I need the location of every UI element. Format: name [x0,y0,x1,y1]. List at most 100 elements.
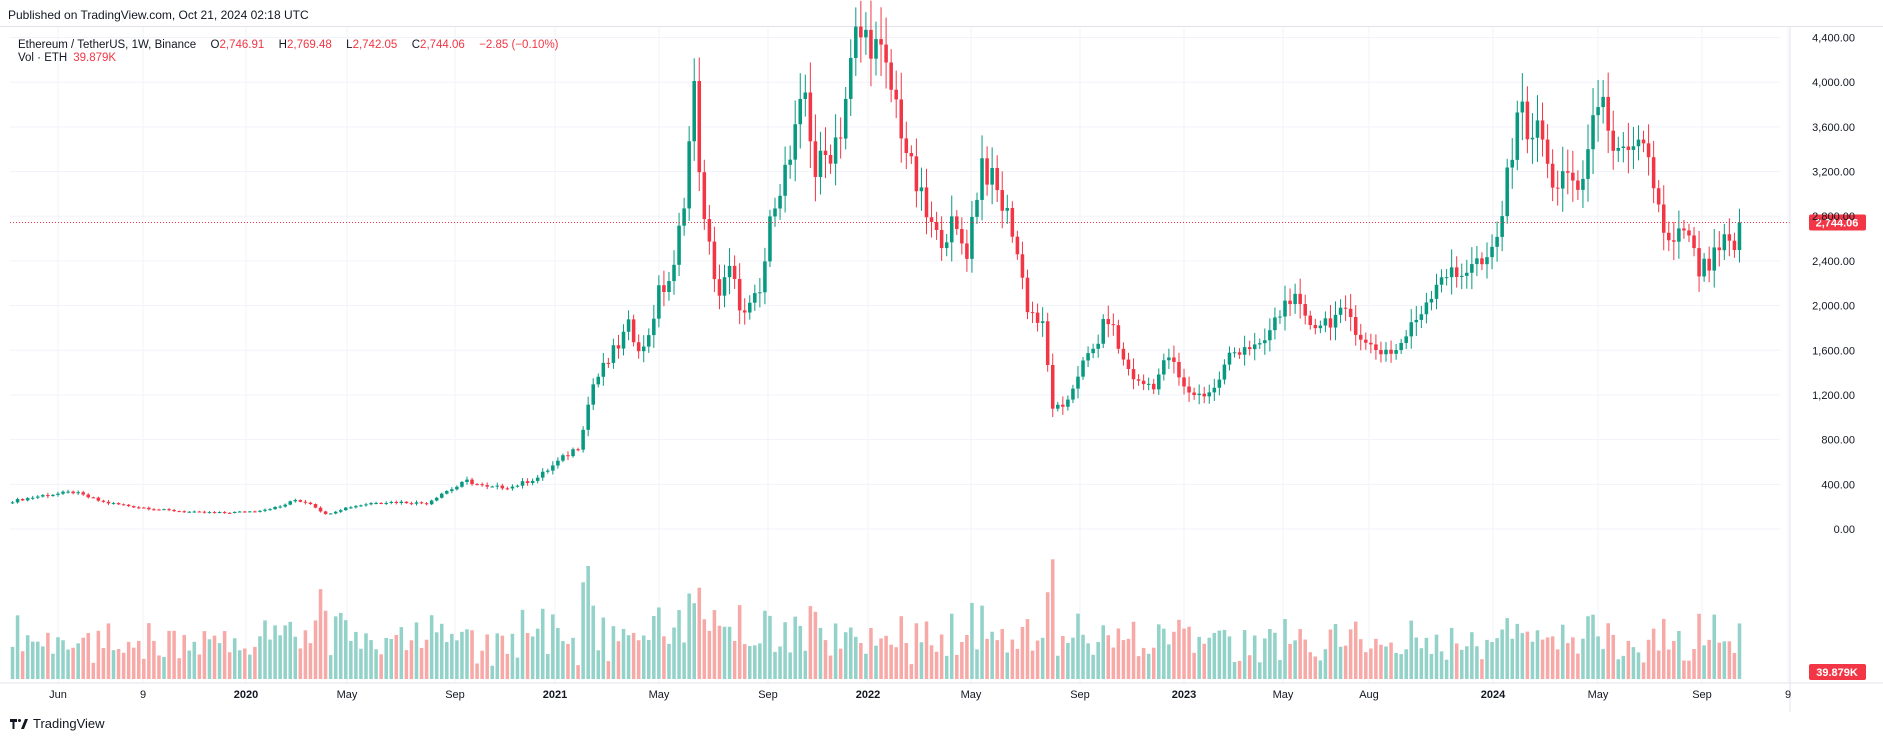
candle-body [1136,379,1141,381]
candle-body [1091,348,1095,354]
candle-body [338,510,343,512]
volume-bar [1126,638,1131,679]
volume-bar [535,628,540,679]
candle-body [975,199,979,217]
volume-bar [712,610,717,679]
candle-body [697,80,702,173]
candle-body [1288,300,1292,305]
y-tick-label: 4,400.00 [1812,33,1855,45]
volume-bar [717,625,722,679]
volume-bar [540,608,545,679]
candle-body [515,485,520,487]
volume-bar [1146,653,1151,679]
candle-body [838,137,843,139]
candle-body [551,465,555,471]
candle-body [879,39,883,45]
volume-bar [1025,619,1030,679]
volume-bar [1015,648,1020,679]
volume-bar [485,634,489,679]
volume-bar [586,565,590,679]
candle-body [742,310,747,313]
candle-body [1242,347,1247,355]
x-tick-label: Sep [445,689,465,701]
candle-body [778,195,782,209]
volume-bar [1187,626,1191,679]
volume-bar [298,648,303,679]
volume-bar [288,621,293,679]
volume-bar [1192,652,1196,679]
low-value: 2,742.05 [352,39,398,51]
volume-bar [10,646,15,679]
candle-body [1500,216,1504,237]
volume-bar [253,646,257,679]
candle-body [758,292,762,294]
candle-body [1480,258,1484,265]
candle-body [687,141,691,209]
candle-body [1263,340,1267,344]
volume-bar [465,629,469,679]
volume-bar [1414,637,1419,679]
volume-bar [1454,643,1459,679]
volume-bar [1197,636,1201,679]
candle-body [1459,275,1464,277]
volume-bar [1444,659,1449,679]
y-tick-label: 3,200.00 [1812,167,1855,179]
volume-bar [556,627,560,679]
candle-body [374,502,378,504]
volume-bar [349,640,353,679]
candle-body [15,499,20,503]
candle-body [1581,178,1585,190]
volume-bar [1470,632,1474,679]
volume-bar [1217,630,1222,679]
volume-bar [121,652,126,679]
volume-bar [1020,627,1025,679]
candle-body [91,497,96,499]
candle-body [1313,325,1318,329]
candle-body [243,511,247,513]
candle-body [535,477,540,481]
volume-bar [1510,638,1515,679]
volume-bar [1000,629,1005,679]
candle-body [1404,336,1408,343]
candle-body [1257,343,1262,345]
candle-body [914,156,919,192]
candle-body [1268,330,1272,341]
volume-bar [460,631,464,679]
volume-bar [520,609,525,679]
close-value: 2,744.06 [420,39,465,51]
volume-bar [258,636,262,679]
volume-bar [758,643,762,679]
candle-body [1667,232,1671,241]
candle-body [899,99,904,139]
volume-bar [344,620,348,679]
volume-bar [793,616,797,679]
candle-body [904,138,909,154]
candle-body [404,501,409,504]
volume-bar [1449,627,1454,679]
volume-bar [1641,662,1646,679]
candle-body [1096,343,1100,349]
volume-bar [1384,646,1388,679]
candle-body [1237,352,1242,355]
footer-branding[interactable]: TradingView [10,716,105,731]
candle-body [379,502,383,504]
volume-bar [136,640,141,679]
volume-bar [1394,652,1398,679]
candle-body [1232,352,1237,354]
candle-body [25,498,30,501]
candle-body [126,504,131,507]
volume-bar [1616,659,1621,679]
candle-body [768,216,772,262]
y-tick-label: 2,800.00 [1812,211,1855,223]
candle-body [1389,349,1393,354]
candle-body [1616,147,1621,151]
candle-body [601,362,606,377]
candle-body [434,497,439,501]
symbol-title: Ethereum / TetherUS, 1W, Binance [18,39,197,51]
volume-bar [843,632,848,679]
x-tick-label: Jun [49,689,67,701]
candle-body [692,80,696,142]
volume-bar [1555,649,1560,679]
volume-bar [626,635,631,679]
